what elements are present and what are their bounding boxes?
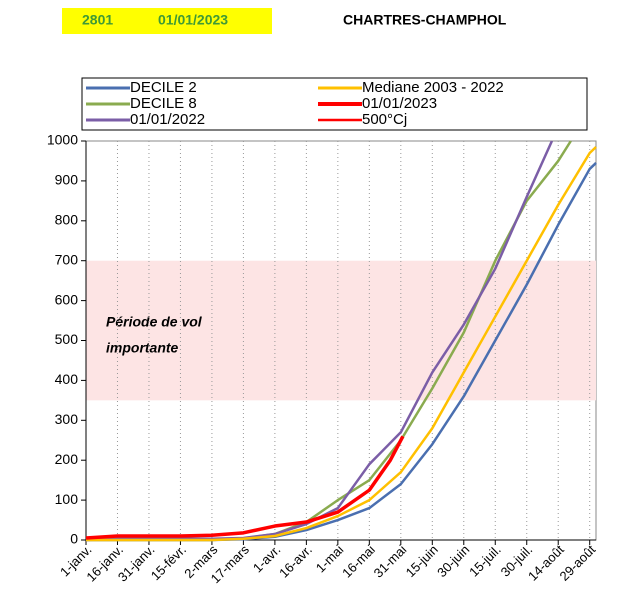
- legend-label: DECILE 2: [130, 79, 197, 96]
- y-tick-label: 600: [55, 291, 79, 307]
- y-tick-label: 200: [55, 451, 79, 467]
- legend-label: 01/01/2023: [362, 95, 437, 112]
- y-tick-label: 900: [55, 172, 79, 188]
- legend-label: Mediane 2003 - 2022: [362, 79, 504, 96]
- y-tick-label: 0: [70, 531, 78, 547]
- y-tick-label: 400: [55, 371, 79, 387]
- y-tick-label: 700: [55, 251, 79, 267]
- station-code: 2801: [82, 12, 113, 28]
- y-tick-label: 100: [55, 491, 79, 507]
- x-tick-label: 31-mai: [371, 542, 410, 581]
- station-name: CHARTRES-CHAMPHOL: [343, 12, 507, 28]
- y-tick-label: 1000: [47, 132, 78, 148]
- annotation: importante: [106, 340, 179, 356]
- x-tick-label: 29-août: [556, 542, 598, 584]
- x-tick-label: 15-févr.: [148, 542, 189, 583]
- x-tick-label: 30-juin: [434, 542, 472, 580]
- header-date: 01/01/2023: [158, 12, 228, 28]
- y-tick-label: 800: [55, 212, 79, 228]
- legend-label: 01/01/2022: [130, 111, 205, 128]
- legend-label: DECILE 8: [130, 95, 197, 112]
- legend-label: 500°Cj: [362, 111, 407, 128]
- x-tick-label: 16-mai: [339, 542, 378, 581]
- y-tick-label: 500: [55, 331, 79, 347]
- series-line: [86, 146, 597, 542]
- annotation: Période de vol: [106, 314, 203, 330]
- x-tick-label: 15-juin: [403, 542, 441, 580]
- header-highlight: [62, 8, 272, 34]
- x-tick-label: 16-avr.: [276, 542, 315, 581]
- y-tick-label: 300: [55, 411, 79, 427]
- series-line: [85, 435, 405, 540]
- x-tick-label: 15-juil.: [466, 542, 504, 580]
- flight-period-band: [86, 260, 596, 401]
